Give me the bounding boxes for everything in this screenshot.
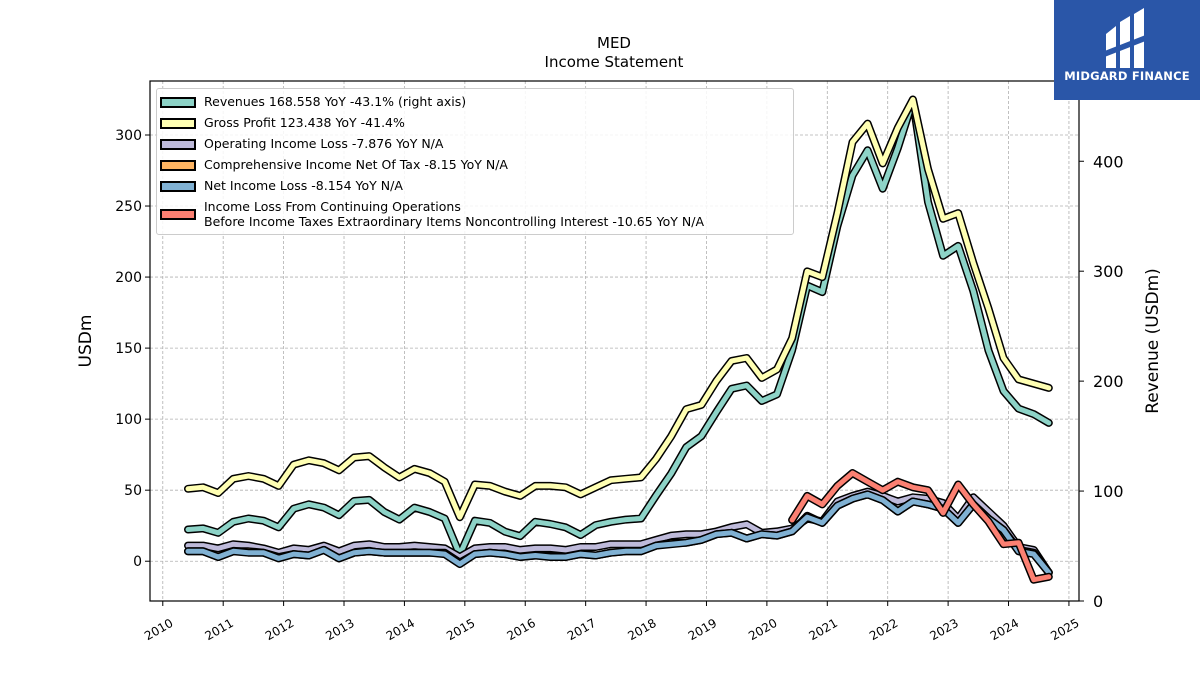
y-tick-label-left: 150 xyxy=(115,341,142,357)
x-tick-label: 2013 xyxy=(323,616,356,643)
y-tick-label-left: 200 xyxy=(115,270,142,286)
series-6 xyxy=(788,469,1053,584)
series-line xyxy=(185,97,1052,520)
y-tick-label-right: 300 xyxy=(1093,262,1124,281)
logo-text: MIDGARD FINANCE xyxy=(1064,69,1190,83)
x-tick-label: 2018 xyxy=(625,616,658,643)
y-tick-label-right: 400 xyxy=(1093,152,1124,171)
x-tick-label: 2012 xyxy=(263,616,296,643)
y-tick-label-left: 50 xyxy=(124,483,142,499)
series-2 xyxy=(184,95,1053,522)
y-axis-right-label: Revenue (USDm) xyxy=(1143,268,1163,414)
y-axis-left-label: USDm xyxy=(76,315,96,368)
x-tick-label: 2021 xyxy=(807,616,840,643)
x-tick-label: 2010 xyxy=(142,616,175,643)
legend-label: Net Income Loss -8.154 YoY N/A xyxy=(204,178,403,193)
y-tick-label-right: 200 xyxy=(1093,372,1124,391)
x-tick-label: 2019 xyxy=(686,616,719,643)
y-tick-label-right: 100 xyxy=(1093,482,1124,501)
y-tick-label-left: 300 xyxy=(115,128,142,144)
x-tick-label: 2022 xyxy=(867,616,900,643)
series-1 xyxy=(184,96,1053,559)
x-tick-label: 2020 xyxy=(746,616,779,643)
chart-title: MED xyxy=(597,34,631,52)
x-tick-label: 2025 xyxy=(1048,616,1081,643)
chart-subtitle: Income Statement xyxy=(545,53,684,71)
x-tick-label: 2023 xyxy=(927,616,960,643)
legend-swatch xyxy=(160,180,196,192)
plot-frame xyxy=(149,80,1080,602)
y-tick-label-right: 0 xyxy=(1093,592,1103,611)
series-line xyxy=(789,470,1052,583)
legend-label: Operating Income Loss -7.876 YoY N/A xyxy=(204,136,444,151)
y-axis-left: 0 50 100 150 200 250 300 xyxy=(115,128,150,570)
series-5 xyxy=(184,490,1053,577)
legend-swatch xyxy=(160,96,196,108)
y-tick-label-left: 0 xyxy=(133,554,142,570)
series-line xyxy=(185,491,1052,576)
legend-label: Gross Profit 123.438 YoY -41.4% xyxy=(204,115,405,130)
legend-label: Revenues 168.558 YoY -43.1% (right axis) xyxy=(204,94,467,109)
y-tick-label-left: 100 xyxy=(115,412,142,428)
legend-swatch xyxy=(160,117,196,129)
series-line xyxy=(185,98,1052,558)
y-axis-right: 0 100 200 300 400 xyxy=(1079,152,1124,611)
brand-logo: MIDGARD FINANCE xyxy=(1054,0,1200,100)
x-tick-label: 2014 xyxy=(384,616,417,643)
series-3 xyxy=(184,487,1053,577)
legend-swatch xyxy=(160,138,196,150)
x-tick-label: 2011 xyxy=(202,616,235,643)
x-tick-label: 2016 xyxy=(505,616,538,643)
legend-swatch xyxy=(160,159,196,171)
series-line xyxy=(185,489,1052,576)
legend-label: Income Loss From Continuing Operations Be… xyxy=(204,199,705,229)
logo-mark-icon xyxy=(1102,8,1148,68)
legend-swatch xyxy=(160,209,196,220)
x-tick-label: 2017 xyxy=(565,616,598,643)
y-tick-label-left: 250 xyxy=(115,199,142,215)
x-tick-label: 2024 xyxy=(988,616,1021,643)
legend-label: Comprehensive Income Net Of Tax -8.15 Yo… xyxy=(204,157,508,172)
series-layer xyxy=(184,95,1053,584)
legend: Revenues 168.558 YoY -43.1% (right axis)… xyxy=(156,88,794,235)
x-axis: 2010 2011 2012 2013 2014 2015 2016 2017 2018 2019… xyxy=(142,601,1082,643)
x-tick-label: 2015 xyxy=(444,616,477,643)
